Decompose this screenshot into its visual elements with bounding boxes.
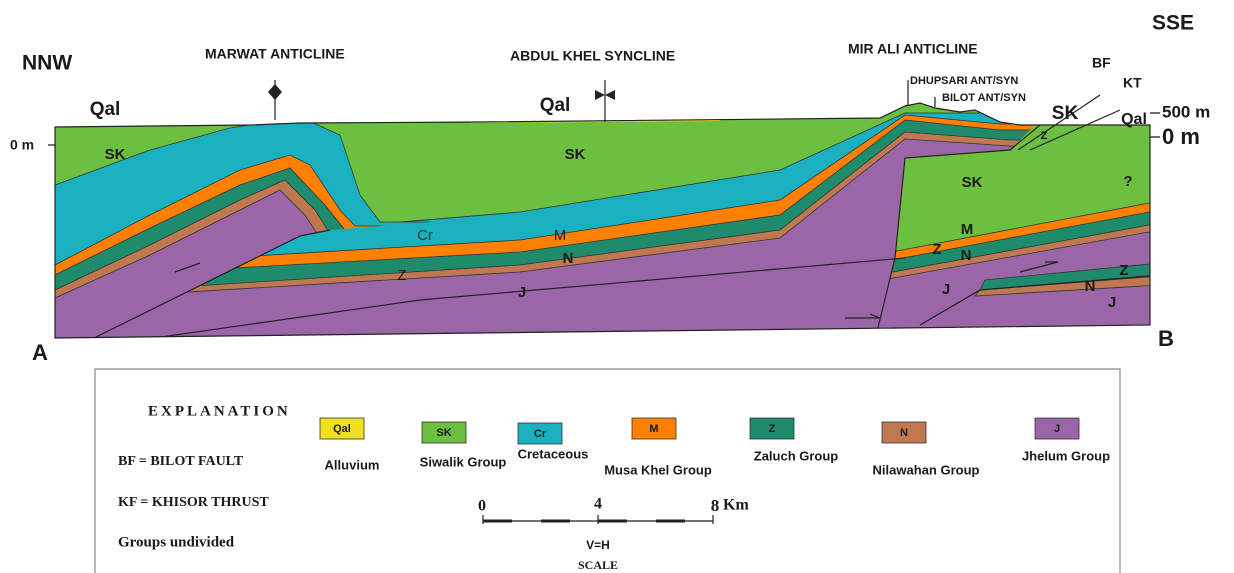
elevation-label: 500 m [1162,102,1210,121]
unit-label: J [518,284,526,301]
legend-note: Groups undivided [118,534,235,550]
elevation-label: 0 m [10,137,34,153]
unit-labels: Qal SK Qal SK Cr M N Z J SK Z SK ? M Z N… [90,95,1147,311]
unit-label: Z [1119,262,1128,279]
structure-label: BILOT ANT/SYN [942,92,1026,104]
section-outline [54,102,1151,339]
structure-label: DHUPSARI ANT/SYN [910,75,1018,87]
legend-code: SK [436,427,451,439]
structure-label: MIR ALI ANTICLINE [848,41,978,57]
legend-swatch [749,417,795,440]
section-start: A [32,340,48,365]
unit-label: Z [1041,130,1048,142]
legend-note: BF = BILOT FAULT [118,454,244,469]
scale-ratio: V=H [586,538,610,552]
fault [139,257,906,338]
main-sheet [55,112,1070,338]
unit-label: N [563,250,574,267]
footwall-block [859,200,1150,338]
unit-label: SK [1052,103,1079,124]
unit-label: J [942,281,950,298]
unit-label: M [961,221,974,238]
fault-label: BF [1092,55,1111,71]
legend-swatch [319,417,365,440]
unit-label: SK [565,146,586,163]
legend-code: J [1054,423,1060,435]
fault-leaders [1017,94,1121,151]
fault [89,229,331,338]
legend-swatch [631,417,677,440]
unit-label: Z [397,267,406,284]
direction-right: SSE [1152,12,1194,35]
legend-code: N [900,427,908,439]
thrust-arrows [174,261,1059,319]
structure-label: ABDUL KHEL SYNCLINE [510,48,675,64]
legend-name: Zaluch Group [754,448,839,463]
scale-label: 8 [711,496,720,515]
scale-label: 4 [594,496,602,513]
legend-swatch [1034,417,1080,440]
legend-name: Musa Khel Group [604,462,712,477]
unit-label: Cr [417,227,433,244]
legend-swatch [517,422,563,445]
scale-unit: Km [723,497,749,514]
legend-code: Z [769,423,776,435]
legend-box [94,368,1121,573]
legend-code: Cr [534,428,547,440]
legend-title: EXPLANATION [148,403,291,419]
unit-label: SK [105,146,126,163]
legend-code: Qal [333,423,351,435]
fault-label: KT [1123,75,1142,91]
legend-code: M [649,423,658,435]
legend-swatch [421,421,467,444]
unit-label: Qal [90,99,121,120]
section [55,103,1150,338]
legend-name: Alluvium [325,457,380,472]
scale-label: 0 [478,498,486,515]
legend-name: Siwalik Group [420,454,507,469]
unit-label: SK [962,174,983,191]
fault [919,274,1150,326]
fault [874,103,1071,338]
unit-label: J [1108,294,1116,311]
structure-label: MARWAT ANTICLINE [205,46,345,62]
unit-label: N [1085,278,1096,295]
legend-name: Nilawahan Group [873,462,980,477]
legend-note: KF = KHISOR THRUST [118,495,269,510]
scale-bar [482,515,714,524]
elevation-ticks [48,112,1160,146]
unit-label: M [554,227,567,244]
legend-name: Cretaceous [518,446,589,461]
scale-title: SCALE [578,558,618,572]
section-end: B [1158,326,1174,351]
elevation-label: 0 m [1162,124,1200,149]
legend-name: Jhelum Group [1022,448,1110,463]
unit-label: ? [1123,173,1132,190]
unit-label: N [961,247,972,264]
direction-left: NNW [22,52,72,75]
unit-label: Qal [540,95,571,116]
syncline-symbol [595,90,615,100]
legend-swatch [881,421,927,444]
unit-label: Qal [1121,111,1147,128]
anticline-symbol [268,84,282,100]
unit-label: Z [932,241,941,258]
